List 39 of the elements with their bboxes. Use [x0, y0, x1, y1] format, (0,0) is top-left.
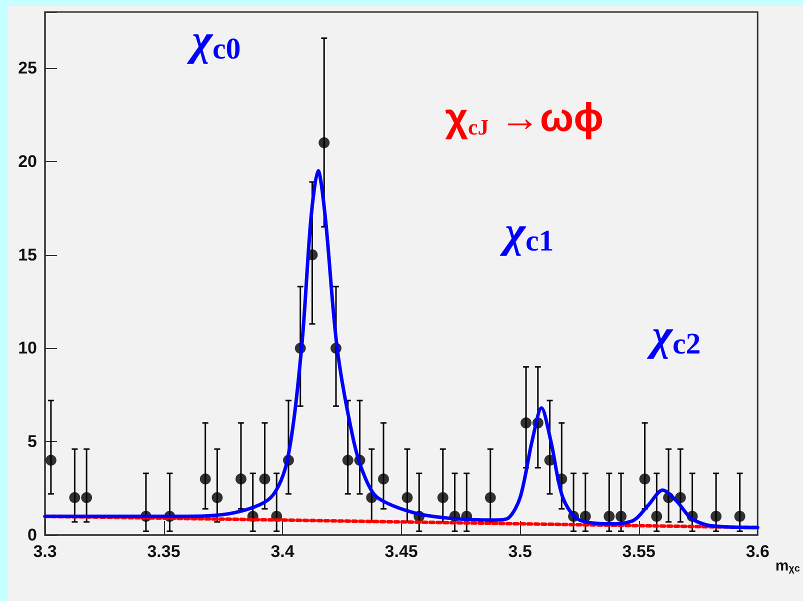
point — [235, 473, 246, 484]
y-tick-label: 10 — [18, 338, 37, 358]
point — [342, 454, 354, 466]
point — [200, 473, 211, 484]
point — [259, 473, 270, 484]
point — [520, 417, 532, 428]
y-tick-label: 25 — [18, 58, 37, 78]
x-tick-label: 3.5 — [508, 542, 532, 561]
x-tick-label: 3.35 — [147, 542, 180, 561]
line-series — [43, 169, 760, 530]
point — [69, 492, 80, 504]
point — [378, 473, 389, 484]
y-tick-label: 15 — [18, 245, 37, 264]
point — [81, 492, 92, 504]
annotation: χc0 — [186, 16, 241, 66]
annotation: χc2 — [646, 310, 701, 360]
y-tick-label: 20 — [18, 152, 37, 171]
x-tick-label: 3.4 — [270, 542, 295, 561]
x-tick-label: 3.6 — [746, 542, 770, 561]
point — [639, 473, 650, 484]
point — [651, 510, 662, 522]
point — [318, 137, 330, 148]
point — [616, 510, 627, 522]
y-tick-label: 0 — [28, 526, 37, 544]
point — [437, 492, 448, 504]
x-tick-label: 3.3 — [33, 542, 57, 561]
point — [604, 510, 615, 522]
point — [212, 492, 223, 504]
annotation: χc1 — [499, 208, 554, 258]
y-tick-label: 5 — [28, 432, 37, 452]
x-tick-label: 3.55 — [622, 542, 656, 561]
point — [45, 454, 56, 466]
x-axis-title: mχc — [775, 558, 800, 574]
x-tick-label: 3.45 — [384, 542, 418, 561]
point — [734, 510, 746, 522]
point — [710, 510, 722, 522]
annotation: χcJ →ωϕ — [445, 96, 604, 140]
point — [402, 492, 413, 504]
point — [484, 492, 496, 504]
